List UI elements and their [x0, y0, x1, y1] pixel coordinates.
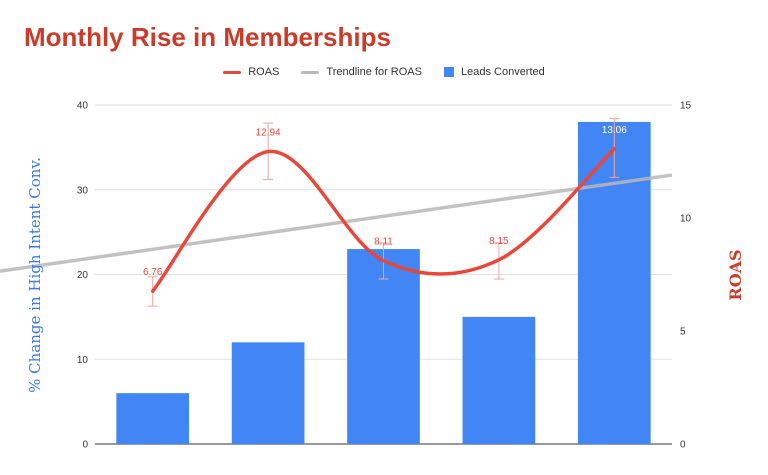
error-bars — [147, 118, 620, 307]
bar-series — [116, 121, 651, 444]
roas-data-label: 6.76 — [143, 267, 163, 278]
legend-label-trendline: Trendline for ROAS — [326, 66, 422, 78]
roas-data-label: 8.11 — [374, 237, 393, 248]
bar — [231, 342, 305, 444]
bar — [347, 249, 420, 444]
roas-data-label: 8.15 — [489, 236, 509, 247]
y-left-tick-label: 30 — [77, 185, 89, 196]
y-axis-left-label: % Change in High Intent Conv. — [26, 157, 44, 393]
legend-swatch-trendline — [301, 70, 320, 74]
bar — [116, 393, 190, 444]
legend-item-leads[interactable]: Leads Converted — [443, 66, 545, 78]
y-right-tick-label: 0 — [680, 440, 686, 451]
y-left-tick-label: 20 — [77, 270, 89, 281]
chart-title: Monthly Rise in Memberships — [24, 22, 391, 52]
legend-swatch-leads — [443, 67, 454, 77]
roas-series — [150, 147, 617, 293]
roas-data-label: 13.06 — [602, 125, 627, 136]
y-left-tick-label: 40 — [77, 101, 89, 112]
axis-ticks: 0 10 20 30 40 0 5 10 15 — [77, 101, 692, 451]
trendline — [0, 173, 673, 273]
legend-swatch-roas — [223, 70, 242, 74]
roas-data-label: 12.94 — [256, 128, 281, 139]
y-right-tick-label: 10 — [680, 214, 692, 225]
data-labels: 6.76 12.94 8.11 8.15 13.06 — [143, 125, 627, 278]
legend-label-roas: ROAS — [248, 66, 280, 78]
y-left-tick-label: 0 — [82, 440, 88, 451]
legend-item-roas[interactable]: ROAS — [223, 66, 279, 78]
y-right-tick-label: 15 — [680, 101, 692, 112]
legend-label-leads: Leads Converted — [460, 66, 545, 78]
y-axis-right-label: ROAS — [726, 249, 745, 300]
roas-line — [150, 147, 617, 293]
bar — [462, 316, 536, 444]
legend-item-trendline[interactable]: Trendline for ROAS — [301, 66, 422, 78]
trendline-series — [0, 173, 673, 273]
y-right-tick-label: 5 — [680, 327, 686, 338]
y-left-tick-label: 10 — [77, 355, 89, 366]
legend: ROAS Trendline for ROAS Leads Converted — [0, 66, 768, 78]
